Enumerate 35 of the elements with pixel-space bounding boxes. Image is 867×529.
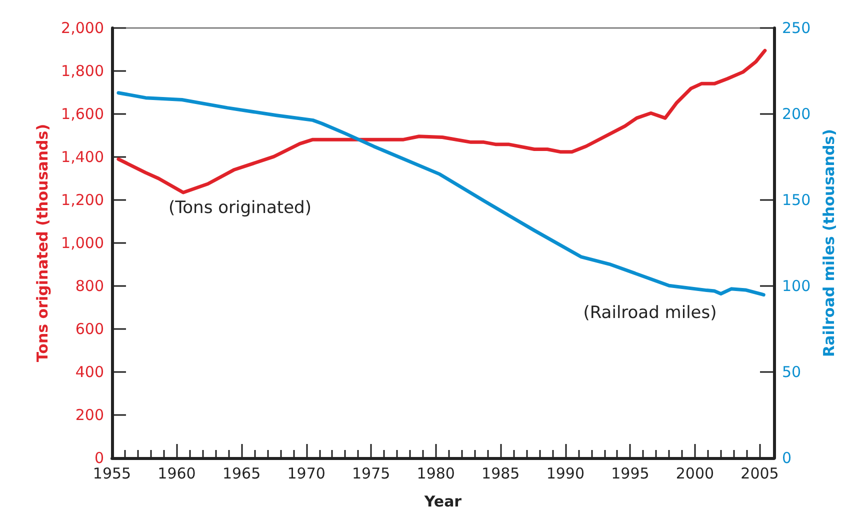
- x-tick-label: 1975: [352, 464, 390, 482]
- y-tick-label: 400: [75, 363, 104, 381]
- line-series: [116, 91, 766, 297]
- x-tick-label: 1990: [546, 464, 585, 482]
- y2-tick-label: 50: [782, 363, 802, 381]
- annotation: (Tons originated): [168, 198, 312, 218]
- y-axis-title: Tons originated (thousands): [34, 124, 52, 362]
- y-tick-label: 0: [94, 449, 104, 467]
- x-tick-label: 1965: [222, 464, 261, 482]
- x-tick-label: 1980: [416, 464, 455, 482]
- y-tick-label: 1,000: [61, 234, 104, 252]
- y-tick-label: 800: [75, 277, 104, 295]
- y-tick-label: 600: [75, 320, 104, 338]
- x-tick-label: 1995: [611, 464, 650, 482]
- y-tick-label: 1,200: [61, 191, 104, 209]
- y2-tick-label: 250: [782, 19, 811, 37]
- y-tick-label: 1,800: [61, 62, 104, 80]
- y-tick-label: 1,400: [61, 148, 104, 166]
- x-axis-title: Year: [423, 492, 462, 510]
- y2-tick-label: 150: [782, 191, 811, 209]
- x-tick-label: 1955: [92, 464, 132, 482]
- x-tick-label: 2000: [676, 464, 714, 482]
- annotation: (Railroad miles): [583, 303, 717, 323]
- y-tick-label: 2,000: [61, 19, 104, 37]
- y2-tick-label: 200: [782, 105, 811, 123]
- x-tick-label: 1960: [158, 464, 196, 482]
- y2-tick-label: 100: [782, 277, 811, 295]
- y2-axis-title: Railroad miles (thousands): [820, 129, 838, 357]
- y2-tick-label: 0: [782, 449, 792, 467]
- x-tick-label: 2005: [740, 464, 779, 482]
- y-tick-label: 1,600: [61, 105, 104, 123]
- y-tick-label: 200: [75, 406, 104, 424]
- x-tick-label: 1985: [482, 464, 520, 482]
- x-tick-label: 1970: [287, 464, 326, 482]
- line-series: [116, 48, 767, 194]
